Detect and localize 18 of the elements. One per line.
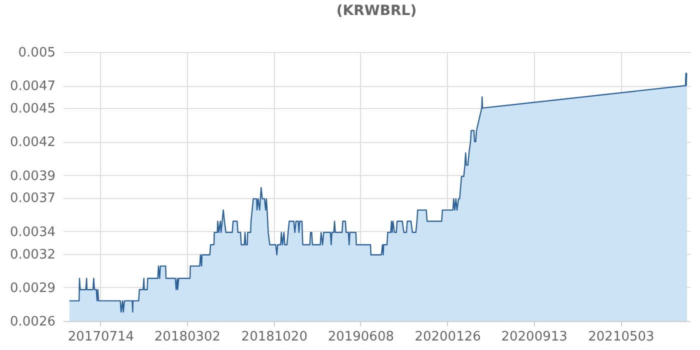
y-tick-label: 0.0032 [10,247,56,262]
x-tick-label: 20200126 [414,330,481,344]
y-tick-label: 0.0029 [10,280,56,296]
x-tick-label: 20170714 [68,330,134,344]
x-tick-label: 20180302 [154,330,221,344]
x-tick-label: 20181020 [241,330,308,344]
y-tick-label: 0.0045 [10,102,56,117]
y-tick-label: 0.0042 [10,135,56,150]
y-tick-label: 0.0039 [10,168,56,184]
x-tick-label: 20190608 [328,330,394,344]
chart-title: (KRWBRL) [336,3,417,19]
x-tick-label: 20210503 [588,330,654,344]
y-tick-label: 0.005 [18,46,56,60]
y-tick-label: 0.0034 [10,224,56,240]
y-tick-label: 0.0026 [10,314,56,330]
y-tick-label: 0.0047 [10,79,56,94]
y-tick-label: 0.0037 [10,191,56,206]
x-tick-label: 20200913 [501,330,568,344]
